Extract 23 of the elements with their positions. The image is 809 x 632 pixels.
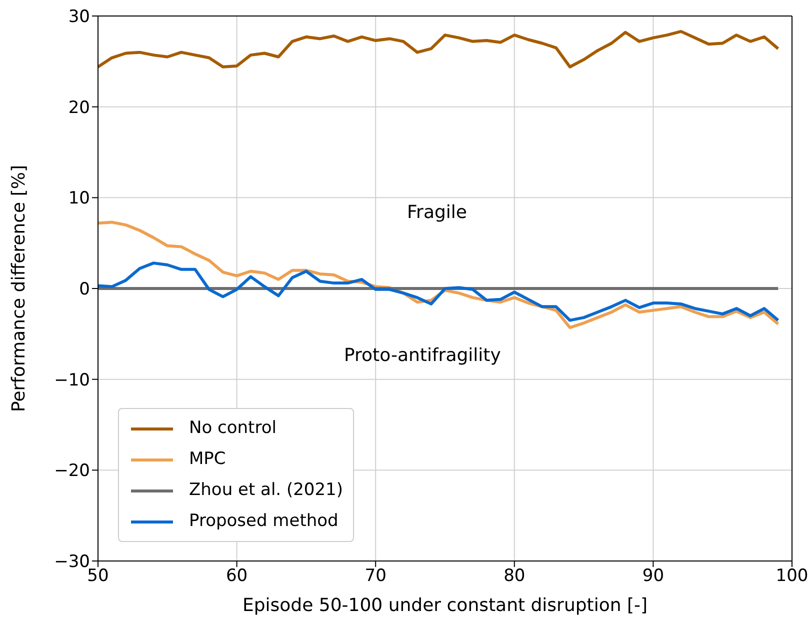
y-tick-label: −30 bbox=[54, 552, 90, 572]
y-tick-label: 10 bbox=[68, 188, 90, 209]
line-series bbox=[98, 30, 780, 68]
legend-label: MPC bbox=[189, 448, 226, 471]
x-tick-label: 70 bbox=[364, 566, 386, 586]
y-tick-label: 0 bbox=[79, 280, 90, 300]
annotation: Fragile bbox=[407, 202, 467, 223]
x-tick-label: 50 bbox=[87, 566, 109, 586]
x-tick-label: 60 bbox=[226, 566, 248, 586]
x-axis-title: Episode 50-100 under constant disruption [-] bbox=[242, 595, 648, 616]
x-tick-label: 100 bbox=[776, 566, 808, 586]
y-tick-label: 30 bbox=[68, 7, 90, 28]
line-series bbox=[98, 262, 780, 322]
x-tick-label: 80 bbox=[504, 566, 526, 586]
y-axis-title: Performance difference [%] bbox=[8, 164, 30, 412]
y-tick-label: −10 bbox=[54, 370, 90, 390]
legend-label: No control bbox=[189, 417, 276, 440]
y-tick-label: 20 bbox=[68, 98, 90, 118]
legend-label: Zhou et al. (2021) bbox=[189, 479, 344, 502]
legend-label: Proposed method bbox=[189, 510, 338, 533]
x-tick-label: 90 bbox=[642, 566, 664, 586]
y-tick-label: −20 bbox=[54, 461, 90, 482]
annotation: Proto-antifragility bbox=[344, 345, 501, 366]
